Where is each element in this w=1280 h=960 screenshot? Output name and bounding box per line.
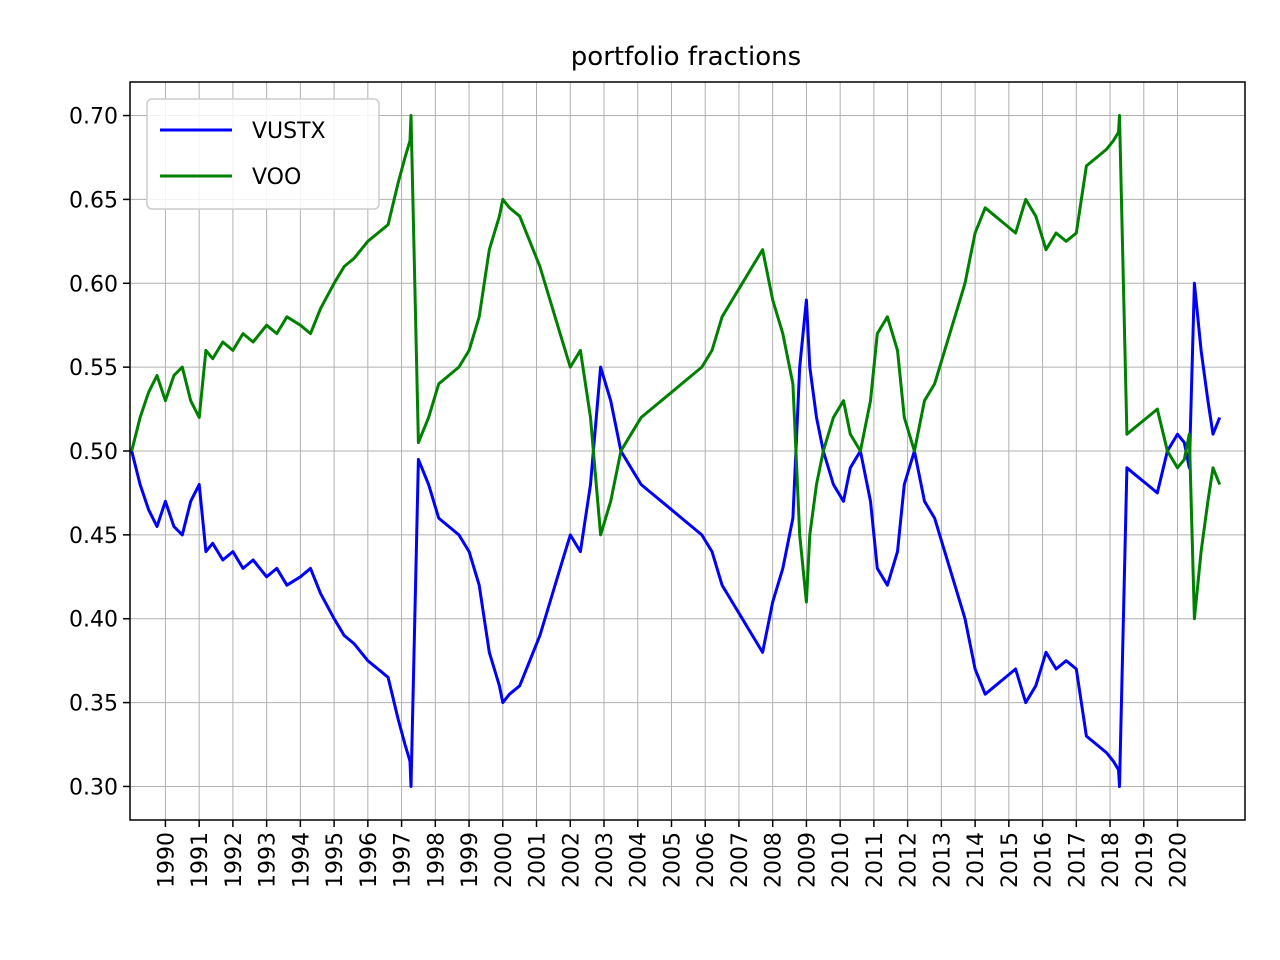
legend-box [146,98,380,210]
x-axis: 1990 1991 1992 1993 1994 1995 1996 1997 1998 1999… [154,820,1192,888]
x-tick-label: 1990 [154,832,179,888]
x-tick-label: 2010 [829,832,854,888]
x-tick-label: 2019 [1133,832,1158,888]
x-tick-label: 1995 [323,832,348,888]
x-tick-label: 2020 [1167,832,1192,888]
y-tick-label: 0.70 [69,105,118,130]
x-tick-label: 2000 [492,832,517,888]
x-tick-label: 2007 [728,832,753,888]
legend-label: VOO [252,165,301,190]
legend-label: VUSTX [252,119,326,144]
x-tick-label: 1991 [188,832,213,888]
chart-title: portfolio fractions [571,42,801,72]
x-tick-label: 1998 [424,832,449,888]
series-layer [130,114,1222,788]
x-tick-label: 2001 [526,832,551,888]
x-tick-label: 1994 [289,832,314,888]
x-tick-label: 1993 [256,832,281,888]
x-tick-label: 2006 [694,832,719,888]
y-tick-label: 0.65 [69,188,118,213]
x-tick-label: 2003 [593,832,618,888]
x-tick-label: 2014 [964,832,989,888]
x-tick-label: 2009 [795,832,820,888]
series-line-voo [130,114,1222,621]
y-tick-label: 0.45 [69,524,118,549]
y-tick-label: 0.35 [69,692,118,717]
y-tick-label: 0.50 [69,440,118,465]
x-tick-label: 2012 [897,832,922,888]
x-tick-label: 2013 [930,832,955,888]
x-tick-label: 2018 [1099,832,1124,888]
y-tick-label: 0.60 [69,272,118,297]
x-tick-label: 1999 [458,832,483,888]
series-line-vustx [130,281,1222,788]
x-tick-label: 2015 [998,832,1023,888]
legend: VUSTX VOO [146,98,380,210]
x-tick-label: 2004 [627,832,652,888]
x-tick-label: 1996 [357,832,382,888]
y-tick-label: 0.40 [69,608,118,633]
x-tick-label: 2008 [762,832,787,888]
x-tick-label: 2016 [1032,832,1057,888]
x-tick-label: 2011 [863,832,888,888]
x-tick-label: 1997 [391,832,416,888]
y-tick-label: 0.30 [69,775,118,800]
y-axis: 0.30 0.35 0.40 0.45 0.50 0.55 0.60 0.65 0.70 [69,105,130,800]
x-tick-label: 2017 [1065,832,1090,888]
x-tick-label: 2005 [660,832,685,888]
y-tick-label: 0.55 [69,356,118,381]
x-tick-label: 2002 [559,832,584,888]
x-tick-label: 1992 [222,832,247,888]
